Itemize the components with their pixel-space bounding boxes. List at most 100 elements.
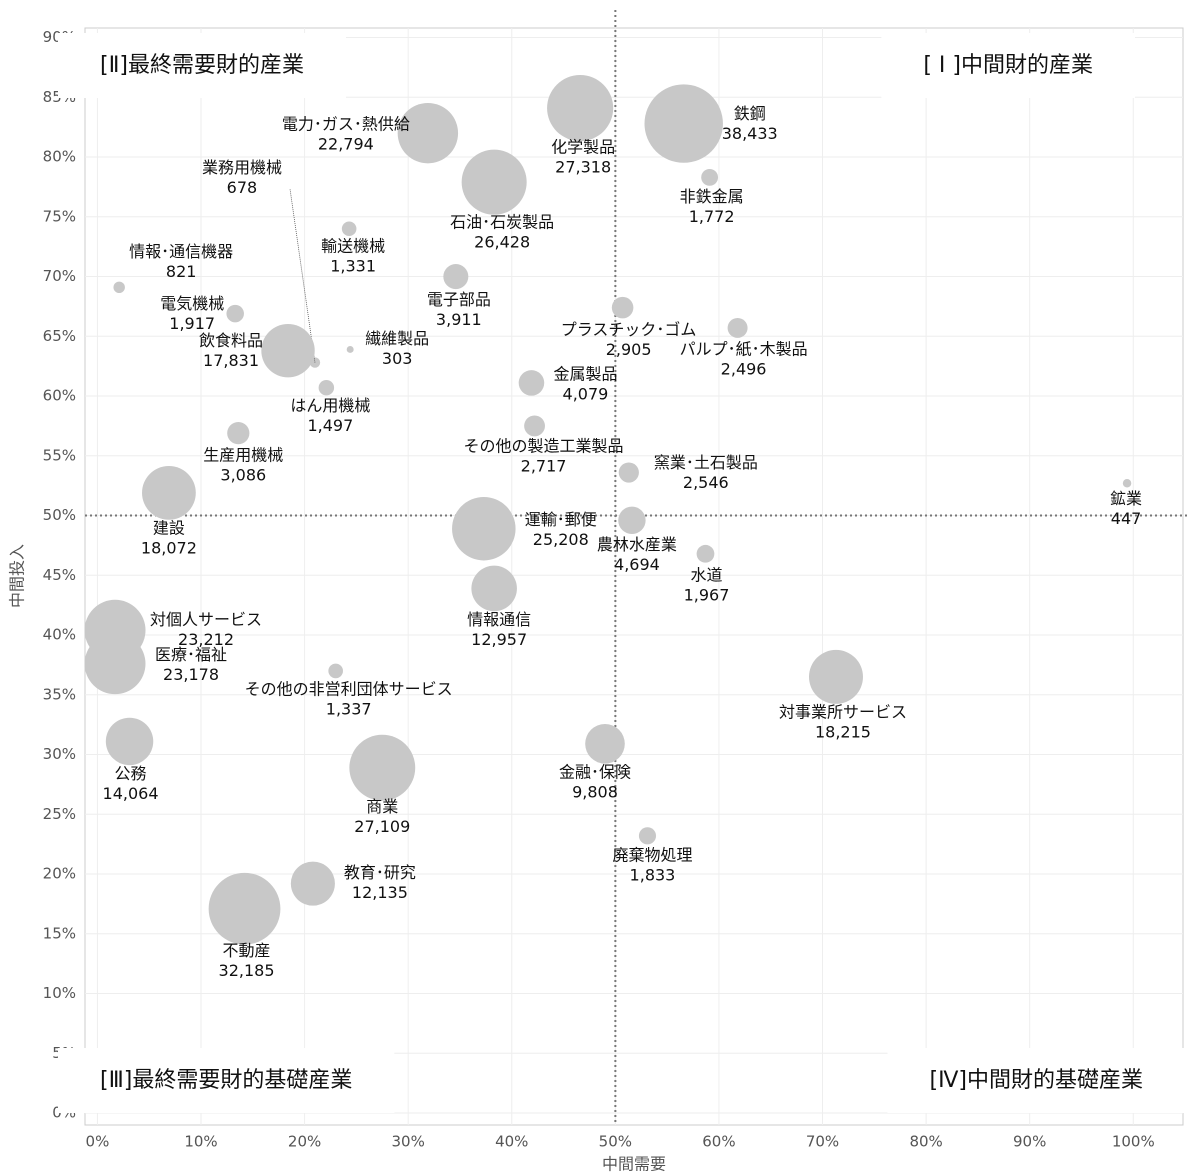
point-label: 医療･福祉: [155, 645, 227, 664]
size-label: 22,794: [318, 135, 374, 154]
point-label: 生産用機械: [203, 446, 283, 465]
bubble: [585, 723, 625, 764]
size-label: 2,717: [521, 456, 567, 475]
y-tick-label: 70%: [43, 267, 76, 285]
quadrant-label: [Ⅲ]最終需要財的基礎産業: [100, 1068, 352, 1093]
size-label: 447: [1111, 509, 1142, 528]
point-label: 対事業所サービス: [779, 702, 907, 721]
point-label: 飲食料品: [199, 331, 263, 350]
point-label: 金融･保険: [559, 762, 631, 781]
point-label: 運輸･郵便: [525, 510, 597, 529]
bubble: [618, 462, 639, 483]
bubble: [638, 827, 657, 845]
point-label: 石油･石炭製品: [450, 213, 554, 232]
x-tick-label: 100%: [1112, 1133, 1155, 1151]
bubble: [208, 872, 281, 945]
bubble: [397, 102, 459, 164]
y-tick-label: 75%: [43, 207, 76, 225]
size-label: 1,331: [330, 256, 376, 275]
y-tick-label: 55%: [43, 446, 76, 464]
x-tick-label: 90%: [1013, 1133, 1046, 1151]
bubble: [471, 565, 517, 612]
bubble: [618, 506, 646, 535]
size-label: 27,109: [354, 817, 410, 836]
size-label: 3,086: [220, 466, 266, 485]
bubble: [644, 84, 723, 163]
x-tick-label: 0%: [86, 1133, 110, 1151]
bubble: [113, 281, 125, 294]
size-label: 18,215: [815, 722, 871, 741]
y-tick-label: 20%: [43, 865, 76, 883]
x-tick-label: 40%: [495, 1133, 528, 1151]
size-label: 23,178: [163, 665, 219, 684]
point-label: 情報通信: [467, 610, 531, 629]
x-tick-label: 80%: [909, 1133, 942, 1151]
x-tick-label: 10%: [184, 1133, 217, 1151]
y-tick-label: 10%: [43, 984, 76, 1002]
y-tick-label: 60%: [43, 387, 76, 405]
x-tick-label: 60%: [702, 1133, 735, 1151]
point-label: 商業: [366, 797, 398, 816]
bubble: [518, 370, 545, 396]
bubble: [318, 379, 335, 396]
bubble: [808, 649, 863, 704]
point-label: 鉄鋼: [734, 104, 766, 123]
y-tick-label: 35%: [43, 685, 76, 703]
y-tick-label: 30%: [43, 745, 76, 763]
bubble: [105, 717, 154, 766]
point-label: パルプ･紙･木製品: [680, 339, 808, 358]
size-label: 1,917: [169, 314, 215, 333]
size-label: 38,433: [722, 124, 778, 143]
point-label: 非鉄金属: [680, 187, 744, 206]
y-tick-label: 25%: [43, 805, 76, 823]
bubble: [84, 633, 146, 695]
bubble: [227, 421, 250, 445]
point-label: 対個人サービス: [150, 610, 262, 629]
x-axis-label: 中間需要: [602, 1155, 666, 1173]
quadrant-label: [Ⅱ]最終需要財的産業: [100, 53, 304, 78]
x-tick-label: 50%: [599, 1133, 632, 1151]
point-label: 金属製品: [553, 364, 617, 383]
size-label: 1,772: [689, 207, 735, 226]
bubble: [611, 296, 634, 319]
bubble: [1122, 479, 1132, 488]
point-label: はん用機械: [290, 396, 370, 415]
y-tick-label: 40%: [43, 626, 76, 644]
point-label: 窯業･土石製品: [654, 453, 758, 472]
plot-area: [84, 27, 1184, 1126]
size-label: 303: [382, 349, 413, 368]
point-label: 建設: [153, 518, 185, 537]
point-label: 鉱業: [1110, 489, 1142, 508]
size-label: 4,079: [563, 384, 609, 403]
y-tick-label: 65%: [43, 327, 76, 345]
point-label: 農林水産業: [597, 535, 677, 554]
bubble: [696, 544, 715, 563]
point-label: 水道: [690, 565, 722, 584]
size-label: 1,497: [307, 416, 353, 435]
point-label: 電気機械: [160, 294, 224, 313]
size-label: 821: [166, 262, 197, 281]
size-label: 23,212: [178, 630, 234, 649]
bubble: [341, 221, 357, 237]
size-label: 12,957: [471, 630, 527, 649]
quadrant-label: [ Ⅰ ]中間財的産業: [923, 53, 1093, 78]
y-tick-label: 50%: [43, 506, 76, 524]
bubble: [443, 264, 469, 290]
size-label: 32,185: [219, 961, 275, 980]
size-label: 678: [227, 178, 258, 197]
x-tick-label: 70%: [806, 1133, 839, 1151]
bubble: [226, 304, 244, 323]
bubble: [142, 465, 196, 520]
y-axis-label: 中間投入: [8, 544, 27, 608]
size-label: 26,428: [474, 233, 530, 252]
point-label: 業務用機械: [202, 158, 282, 177]
point-label: その他の非営利団体サービス: [245, 679, 453, 698]
bubble: [547, 75, 614, 142]
size-label: 1,337: [326, 699, 372, 718]
size-label: 25,208: [533, 530, 589, 549]
size-label: 1,967: [684, 585, 730, 604]
point-label: 情報･通信機器: [129, 242, 233, 261]
y-tick-label: 45%: [43, 566, 76, 584]
size-label: 3,911: [436, 310, 482, 329]
y-tick-label: 80%: [43, 148, 76, 166]
